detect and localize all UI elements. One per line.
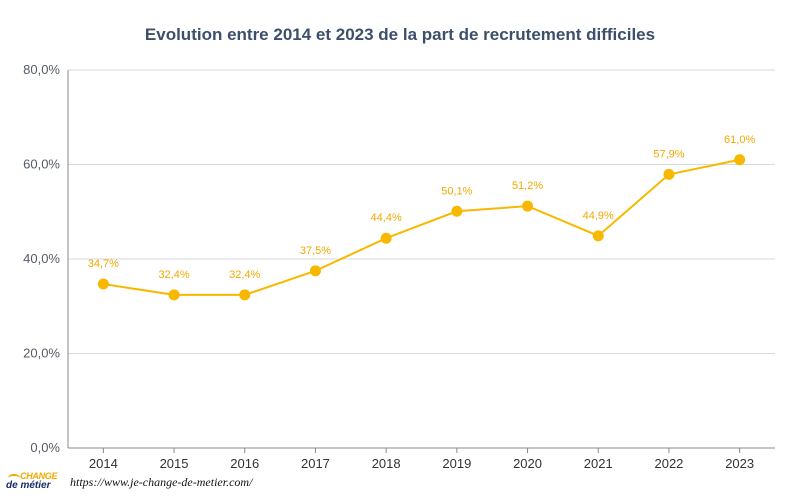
- x-tick-label: 2015: [160, 456, 189, 470]
- data-label: 32,4%: [229, 269, 260, 281]
- site-logo[interactable]: CHANGE de métier: [6, 471, 60, 493]
- gridlines: [67, 69, 775, 449]
- data-point: [663, 168, 675, 180]
- data-point: [451, 205, 463, 217]
- y-axis-ticks: 0,0% 20,0% 40,0% 60,0% 80,0%: [23, 62, 60, 455]
- logo-text-top: CHANGE: [20, 471, 58, 481]
- x-tick-label: 2019: [442, 456, 471, 470]
- data-label: 57,9%: [653, 148, 684, 160]
- x-tick-label: 2017: [301, 456, 330, 470]
- data-label: 37,5%: [300, 245, 331, 257]
- y-tick-label: 40,0%: [23, 251, 60, 266]
- data-point: [239, 289, 251, 301]
- data-label: 51,2%: [512, 180, 543, 192]
- data-label: 61,0%: [724, 134, 755, 146]
- chart-title: Evolution entre 2014 et 2023 de la part …: [145, 25, 655, 44]
- y-tick-label: 0,0%: [30, 440, 60, 455]
- data-point: [309, 265, 321, 277]
- logo-swoosh-icon: [8, 474, 20, 482]
- data-point: [97, 278, 109, 290]
- line-chart: Evolution entre 2014 et 2023 de la part …: [23, 25, 775, 470]
- x-tick-label: 2022: [654, 456, 683, 470]
- x-tick-label: 2020: [513, 456, 542, 470]
- x-tick-label: 2023: [725, 456, 754, 470]
- site-url-link[interactable]: https://www.je-change-de-metier.com/: [70, 474, 253, 489]
- data-label: 32,4%: [158, 269, 189, 281]
- series-line: [103, 158, 740, 296]
- x-tick-label: 2014: [89, 456, 118, 470]
- data-point: [380, 232, 392, 244]
- data-series: [97, 154, 746, 301]
- y-tick-label: 20,0%: [23, 346, 60, 361]
- data-label: 44,9%: [583, 210, 614, 222]
- logo-text-bottom: de métier: [6, 480, 51, 491]
- data-label: 50,1%: [441, 185, 472, 197]
- x-tick-label: 2016: [230, 456, 259, 470]
- x-axis-ticks: 2014 2015 2016 2017 2018 2019 2020 2021 2022 2023: [89, 448, 754, 470]
- data-point: [522, 200, 534, 212]
- y-tick-label: 60,0%: [23, 157, 60, 172]
- y-tick-label: 80,0%: [23, 62, 60, 77]
- data-point: [734, 154, 746, 166]
- data-point: [168, 289, 180, 301]
- x-tick-label: 2018: [372, 456, 401, 470]
- footer: CHANGE de métier https://www.je-change-d…: [6, 470, 252, 494]
- data-labels: 34,7% 32,4% 32,4% 37,5% 44,4% 50,1% 51,2% 44,9%…: [88, 134, 756, 281]
- x-tick-label: 2021: [584, 456, 613, 470]
- data-label: 34,7%: [88, 258, 119, 270]
- data-point: [592, 230, 604, 242]
- data-label: 44,4%: [371, 212, 402, 224]
